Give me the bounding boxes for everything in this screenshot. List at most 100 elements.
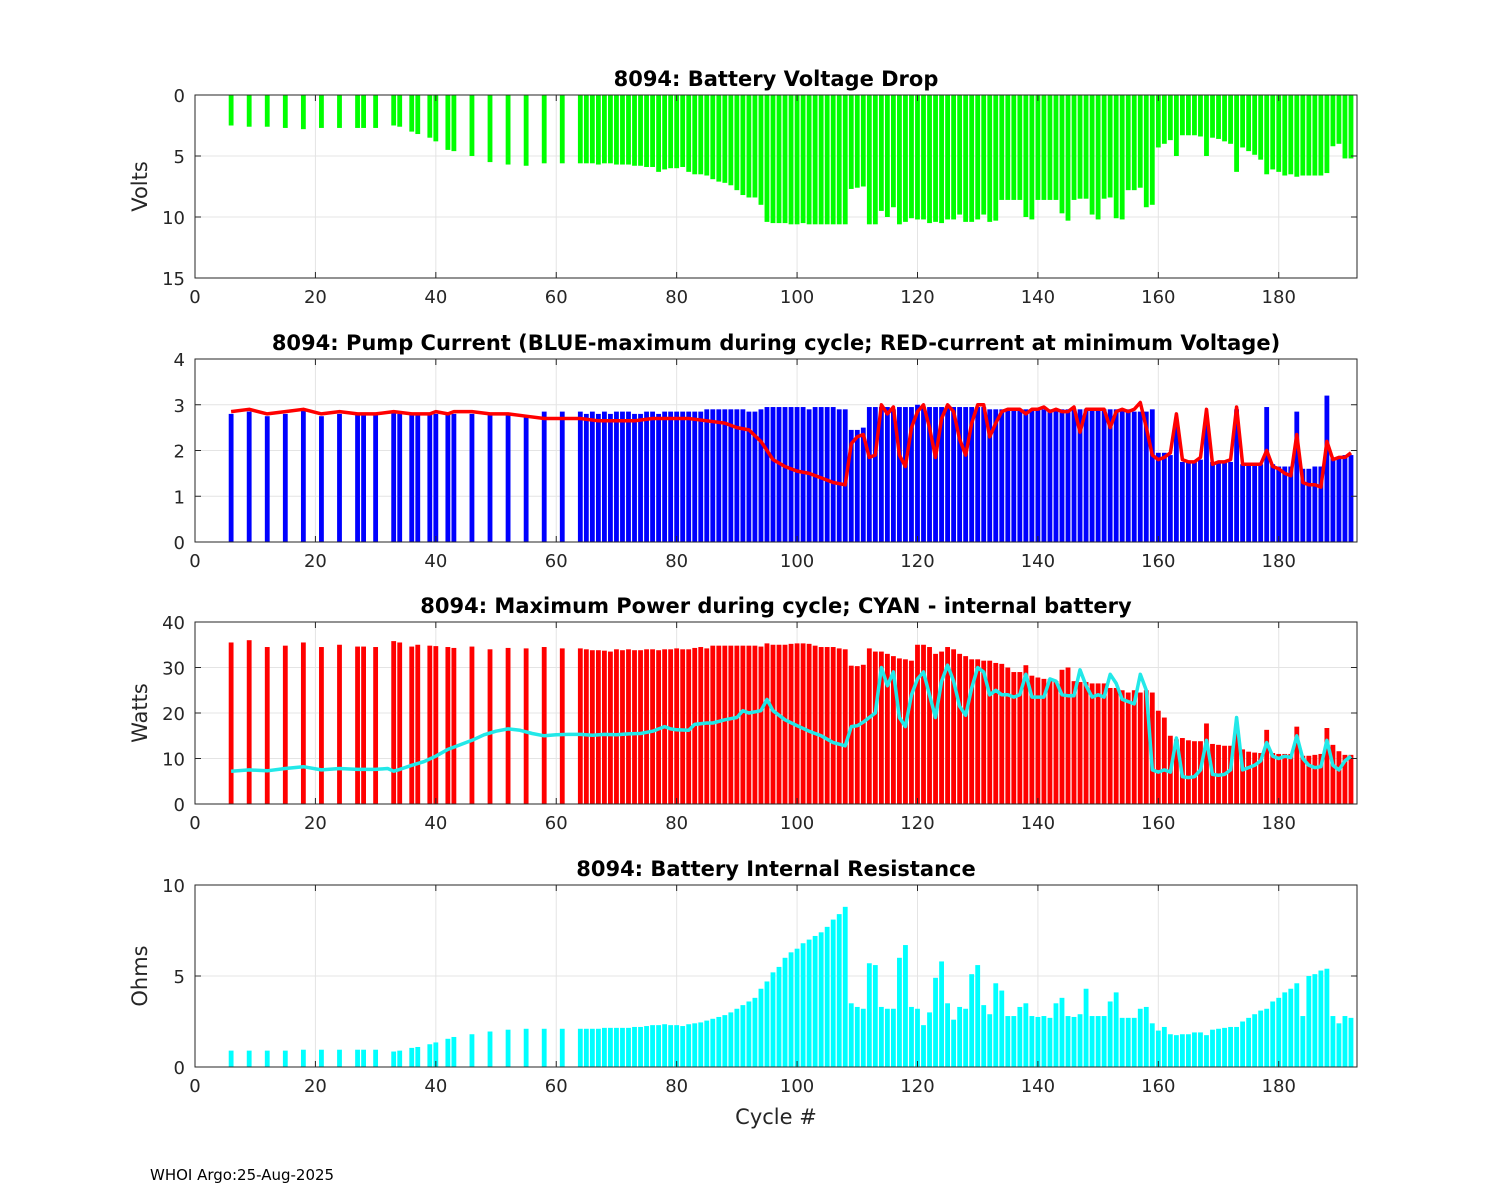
data-bar [1198,95,1203,137]
data-bar [300,1049,306,1067]
data-bar [794,95,800,225]
data-bar [1234,1026,1239,1067]
data-bar [1107,409,1113,542]
data-bar [355,646,360,804]
data-bar [1083,682,1089,804]
data-bar [595,650,601,804]
x-tick-label: 180 [1262,1076,1296,1097]
data-bar [523,1028,529,1067]
x-tick-label: 40 [424,813,447,834]
y-tick-label: 30 [162,659,185,680]
data-bar [909,95,914,219]
data-bar [969,407,975,542]
data-bar [1270,464,1276,542]
data-bar [957,653,963,804]
data-bar [758,409,764,542]
data-bar [1149,1023,1155,1067]
data-bar [614,1027,619,1067]
data-bar [903,95,908,222]
data-bar [415,413,421,542]
y-tick-label: 4 [174,350,185,371]
data-bar [1264,407,1270,542]
data-bar [903,659,908,804]
data-bar [433,646,439,804]
data-bar [866,407,872,542]
data-bar [1228,745,1233,804]
data-bar [1330,457,1336,542]
data-bar [602,411,607,542]
data-bar [680,1026,686,1067]
data-bar [788,407,794,542]
data-bar [1095,409,1101,542]
data-bar [878,1006,884,1067]
data-bar [523,416,529,542]
data-bar [355,95,360,128]
data-bar [469,1034,475,1067]
x-tick-label: 140 [1021,287,1055,308]
data-bar [945,407,950,542]
data-bar [1342,1016,1348,1067]
data-bar [595,1028,601,1067]
axes-box [194,94,1358,279]
data-bar [1017,672,1023,804]
data-bar [1306,976,1312,1067]
data-bar [409,95,415,132]
data-bar [1005,409,1011,542]
data-bar [602,1027,607,1067]
data-bar [1276,95,1282,172]
data-bar [903,407,908,542]
data-bar [722,1015,728,1067]
data-bar [884,1008,890,1067]
data-bar [1234,409,1239,542]
data-bar [939,407,944,542]
data-bar [1348,95,1354,159]
data-bar [1077,409,1083,542]
data-bar [1288,988,1294,1067]
data-bar [409,1047,415,1067]
x-tick-label: 120 [900,287,934,308]
data-bar [1047,679,1053,804]
series-line [230,663,1353,780]
data-bar [415,95,421,135]
data-bar [595,95,601,165]
data-bar [415,1046,421,1067]
data-bar [1282,992,1288,1067]
data-bar [1222,461,1227,542]
data-bar [577,95,583,164]
data-bar [397,413,403,542]
data-bar [668,649,674,804]
data-bar [782,407,788,542]
data-bar [987,95,993,222]
data-bar [1306,468,1312,542]
data-bar [878,407,884,542]
data-bar [1023,665,1029,804]
data-bar [1294,983,1300,1067]
data-bar [1282,466,1288,542]
data-bar [1017,409,1023,542]
data-bar [1149,409,1155,542]
data-bar [589,95,595,164]
data-bar [1035,1016,1041,1067]
data-bar [1161,717,1167,804]
data-bar [1023,95,1029,217]
data-bar [680,649,686,804]
data-bar [758,95,764,205]
data-bar [282,1050,288,1067]
data-bar [878,95,884,211]
data-bar [710,645,716,804]
data-bar [692,95,698,175]
data-bar [746,1001,752,1067]
data-bar [644,95,649,167]
data-bar [451,95,457,152]
data-bar [1035,409,1041,542]
data-bar [836,648,842,804]
data-bar [1234,95,1239,172]
data-bar [921,407,926,542]
data-bar [746,95,752,198]
data-bar [1089,1016,1095,1067]
data-bar [1330,744,1336,804]
data-bar [674,648,680,804]
chart-title: 8094: Maximum Power during cycle; CYAN -… [420,594,1132,618]
data-bar [1095,1016,1101,1067]
